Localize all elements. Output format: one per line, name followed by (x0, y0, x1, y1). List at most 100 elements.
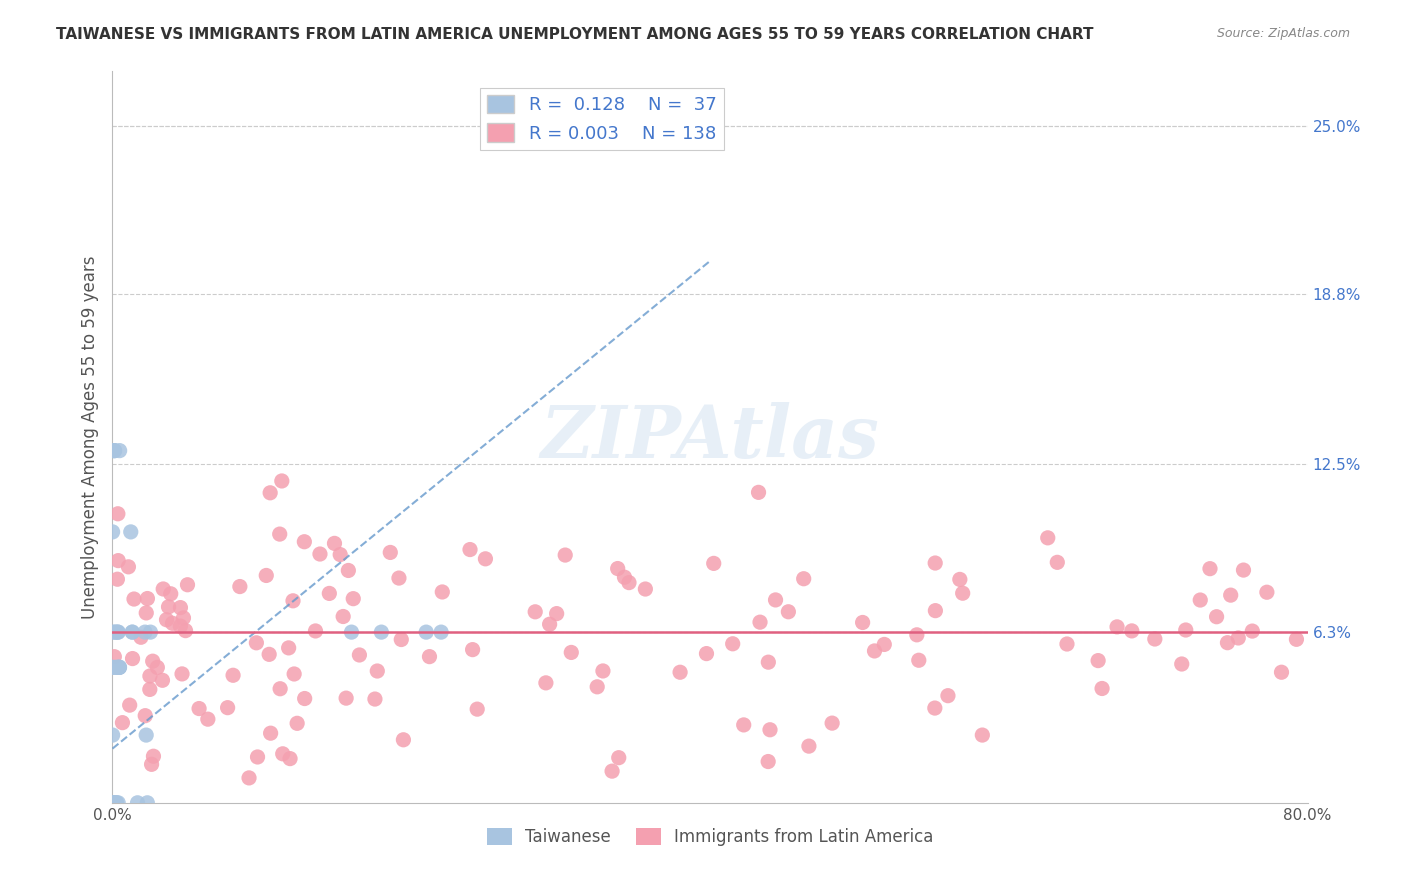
Immigrants from Latin America (474, 551, 496, 566)
Immigrants from Latin America (793, 572, 815, 586)
Immigrants from Latin America (432, 585, 454, 599)
Immigrants from Latin America (538, 617, 561, 632)
Immigrants from Latin America (380, 545, 402, 559)
Immigrants from Latin America (1056, 637, 1078, 651)
Immigrants from Latin America (1174, 623, 1197, 637)
Immigrants from Latin America (271, 747, 294, 761)
Immigrants from Latin America (107, 553, 129, 567)
Immigrants from Latin America (863, 644, 886, 658)
Immigrants from Latin America (229, 580, 252, 594)
Immigrants from Latin America (318, 586, 340, 600)
Taiwanese (139, 625, 162, 640)
Taiwanese (108, 660, 131, 674)
Immigrants from Latin America (136, 591, 159, 606)
Immigrants from Latin America (1285, 632, 1308, 647)
Taiwanese (135, 728, 157, 742)
Immigrants from Latin America (122, 592, 145, 607)
Immigrants from Latin America (172, 611, 194, 625)
Immigrants from Latin America (1046, 555, 1069, 569)
Immigrants from Latin America (756, 655, 779, 669)
Immigrants from Latin America (905, 628, 928, 642)
Immigrants from Latin America (364, 692, 387, 706)
Immigrants from Latin America (111, 715, 134, 730)
Taiwanese (105, 796, 128, 810)
Immigrants from Latin America (1205, 609, 1227, 624)
Immigrants from Latin America (1241, 624, 1264, 638)
Taiwanese (121, 625, 143, 640)
Immigrants from Latin America (388, 571, 411, 585)
Immigrants from Latin America (152, 582, 174, 596)
Immigrants from Latin America (337, 564, 360, 578)
Immigrants from Latin America (281, 594, 304, 608)
Immigrants from Latin America (418, 649, 440, 664)
Immigrants from Latin America (465, 702, 488, 716)
Immigrants from Latin America (141, 757, 163, 772)
Immigrants from Latin America (1256, 585, 1278, 599)
Taiwanese (107, 625, 129, 640)
Immigrants from Latin America (634, 582, 657, 596)
Immigrants from Latin America (554, 548, 576, 562)
Taiwanese (134, 625, 156, 640)
Immigrants from Latin America (524, 605, 547, 619)
Taiwanese (101, 728, 124, 742)
Immigrants from Latin America (159, 587, 181, 601)
Immigrants from Latin America (107, 572, 129, 586)
Taiwanese (107, 796, 129, 810)
Taiwanese (121, 625, 143, 640)
Immigrants from Latin America (283, 667, 305, 681)
Immigrants from Latin America (349, 648, 371, 662)
Immigrants from Latin America (304, 624, 326, 638)
Taiwanese (108, 443, 131, 458)
Immigrants from Latin America (534, 676, 557, 690)
Taiwanese (107, 625, 129, 640)
Taiwanese (105, 660, 128, 674)
Immigrants from Latin America (188, 701, 211, 715)
Taiwanese (136, 796, 159, 810)
Immigrants from Latin America (907, 653, 929, 667)
Immigrants from Latin America (157, 599, 180, 614)
Immigrants from Latin America (277, 640, 299, 655)
Immigrants from Latin America (458, 542, 481, 557)
Immigrants from Latin America (146, 660, 169, 674)
Immigrants from Latin America (747, 485, 769, 500)
Immigrants from Latin America (257, 648, 280, 662)
Immigrants from Latin America (1219, 588, 1241, 602)
Immigrants from Latin America (936, 689, 959, 703)
Taiwanese (105, 625, 128, 640)
Immigrants from Latin America (259, 485, 281, 500)
Immigrants from Latin America (238, 771, 260, 785)
Taiwanese (103, 796, 125, 810)
Immigrants from Latin America (546, 607, 568, 621)
Immigrants from Latin America (366, 664, 388, 678)
Immigrants from Latin America (972, 728, 994, 742)
Taiwanese (415, 625, 437, 640)
Immigrants from Latin America (245, 636, 267, 650)
Immigrants from Latin America (278, 751, 301, 765)
Taiwanese (105, 796, 128, 810)
Immigrants from Latin America (197, 712, 219, 726)
Immigrants from Latin America (778, 605, 800, 619)
Taiwanese (103, 443, 125, 458)
Immigrants from Latin America (139, 682, 162, 697)
Immigrants from Latin America (121, 651, 143, 665)
Immigrants from Latin America (323, 536, 346, 550)
Taiwanese (101, 660, 124, 674)
Immigrants from Latin America (617, 575, 640, 590)
Immigrants from Latin America (103, 649, 125, 664)
Immigrants from Latin America (586, 680, 609, 694)
Immigrants from Latin America (246, 750, 269, 764)
Taiwanese (340, 625, 363, 640)
Taiwanese (104, 625, 127, 640)
Immigrants from Latin America (342, 591, 364, 606)
Y-axis label: Unemployment Among Ages 55 to 59 years: Unemployment Among Ages 55 to 59 years (80, 255, 98, 619)
Immigrants from Latin America (873, 637, 896, 651)
Immigrants from Latin America (254, 568, 277, 582)
Taiwanese (108, 660, 131, 674)
Immigrants from Latin America (1232, 563, 1254, 577)
Immigrants from Latin America (142, 749, 165, 764)
Text: TAIWANESE VS IMMIGRANTS FROM LATIN AMERICA UNEMPLOYMENT AMONG AGES 55 TO 59 YEAR: TAIWANESE VS IMMIGRANTS FROM LATIN AMERI… (56, 27, 1094, 42)
Immigrants from Latin America (269, 681, 291, 696)
Immigrants from Latin America (852, 615, 875, 630)
Immigrants from Latin America (294, 691, 316, 706)
Immigrants from Latin America (924, 556, 946, 570)
